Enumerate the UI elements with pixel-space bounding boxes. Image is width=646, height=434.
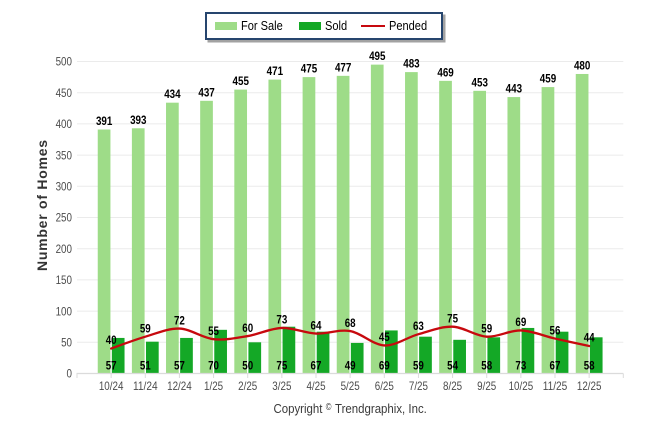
svg-text:59: 59 <box>140 321 151 335</box>
svg-text:6/25: 6/25 <box>375 379 394 393</box>
svg-text:58: 58 <box>481 358 492 372</box>
svg-text:100: 100 <box>56 304 73 318</box>
svg-text:500: 500 <box>56 55 73 69</box>
svg-text:8/25: 8/25 <box>443 379 462 393</box>
svg-text:434: 434 <box>164 87 181 101</box>
svg-text:69: 69 <box>515 315 526 329</box>
svg-text:54: 54 <box>447 358 458 372</box>
svg-text:471: 471 <box>267 64 284 78</box>
svg-text:60: 60 <box>242 321 253 335</box>
svg-text:63: 63 <box>413 319 424 333</box>
svg-text:10/25: 10/25 <box>509 379 534 393</box>
svg-text:391: 391 <box>96 114 113 128</box>
svg-text:69: 69 <box>379 358 390 372</box>
svg-text:2/25: 2/25 <box>238 379 257 393</box>
svg-text:57: 57 <box>106 358 117 372</box>
svg-text:56: 56 <box>550 323 561 337</box>
svg-text:75: 75 <box>276 358 287 372</box>
svg-text:1/25: 1/25 <box>204 379 223 393</box>
svg-text:64: 64 <box>311 318 322 332</box>
svg-text:477: 477 <box>335 60 352 74</box>
svg-text:70: 70 <box>208 358 219 372</box>
svg-text:459: 459 <box>540 72 557 86</box>
svg-text:495: 495 <box>369 49 386 63</box>
svg-text:73: 73 <box>515 358 526 372</box>
svg-text:469: 469 <box>437 65 454 79</box>
svg-text:450: 450 <box>56 86 73 100</box>
svg-text:250: 250 <box>56 211 73 225</box>
svg-text:393: 393 <box>130 113 147 127</box>
svg-text:0: 0 <box>67 367 73 381</box>
svg-text:150: 150 <box>56 273 73 287</box>
svg-text:350: 350 <box>56 148 73 162</box>
svg-text:453: 453 <box>472 75 489 89</box>
svg-text:480: 480 <box>574 58 591 72</box>
svg-text:11/24: 11/24 <box>133 379 158 393</box>
svg-text:11/25: 11/25 <box>543 379 568 393</box>
svg-text:44: 44 <box>584 331 595 345</box>
svg-text:45: 45 <box>379 330 390 344</box>
svg-text:12/25: 12/25 <box>577 379 602 393</box>
svg-text:483: 483 <box>403 57 420 71</box>
svg-text:68: 68 <box>345 316 356 330</box>
svg-text:4/25: 4/25 <box>306 379 325 393</box>
svg-text:5/25: 5/25 <box>341 379 360 393</box>
svg-text:475: 475 <box>301 62 318 76</box>
svg-text:51: 51 <box>140 358 151 372</box>
svg-text:50: 50 <box>61 336 72 350</box>
svg-text:72: 72 <box>174 313 185 327</box>
svg-text:59: 59 <box>413 358 424 372</box>
svg-text:455: 455 <box>233 74 250 88</box>
svg-text:400: 400 <box>56 117 73 131</box>
svg-text:3/25: 3/25 <box>272 379 291 393</box>
svg-text:300: 300 <box>56 180 73 194</box>
svg-text:67: 67 <box>311 358 322 372</box>
svg-text:75: 75 <box>447 311 458 325</box>
svg-text:55: 55 <box>208 324 219 338</box>
svg-text:200: 200 <box>56 242 73 256</box>
svg-text:40: 40 <box>106 333 117 347</box>
svg-text:59: 59 <box>481 321 492 335</box>
svg-text:9/25: 9/25 <box>477 379 496 393</box>
svg-text:12/24: 12/24 <box>167 379 192 393</box>
svg-text:7/25: 7/25 <box>409 379 428 393</box>
svg-text:49: 49 <box>345 358 356 372</box>
svg-text:443: 443 <box>506 82 523 96</box>
svg-text:57: 57 <box>174 358 185 372</box>
svg-text:73: 73 <box>276 313 287 327</box>
svg-text:67: 67 <box>550 358 561 372</box>
svg-text:437: 437 <box>198 85 215 99</box>
svg-text:50: 50 <box>242 358 253 372</box>
svg-text:10/24: 10/24 <box>99 379 124 393</box>
svg-text:58: 58 <box>584 358 595 372</box>
